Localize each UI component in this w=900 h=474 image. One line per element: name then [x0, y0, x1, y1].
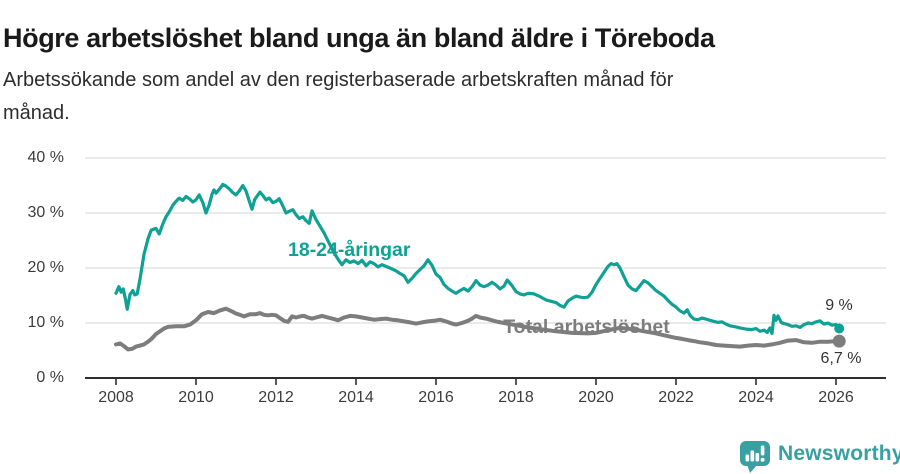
y-tick-label: 0 %	[36, 369, 64, 386]
end-value-label-young: 9 %	[825, 297, 853, 314]
x-tick-label: 2020	[578, 389, 614, 406]
chart-subtitle: Arbetssökande som andel av den registerb…	[3, 64, 863, 130]
chart-subtitle-line1: Arbetssökande som andel av den registerb…	[3, 69, 674, 91]
x-tick-label: 2008	[98, 389, 134, 406]
newsworthy-brand-link[interactable]: Newsworthy	[739, 438, 900, 473]
x-tick-label: 2012	[258, 389, 294, 406]
x-tick-label: 2018	[498, 389, 534, 406]
x-tick-label: 2014	[338, 389, 374, 406]
end-dot-young	[834, 323, 845, 334]
y-tick-label: 30 %	[27, 204, 64, 221]
series-line-total	[114, 306, 842, 352]
newsworthy-brand-name: Newsworthy	[778, 442, 900, 465]
x-tick-label: 2010	[178, 389, 214, 406]
y-tick-label: 40 %	[27, 149, 64, 166]
y-tick-label: 20 %	[27, 259, 64, 276]
series-label-young: 18-24-åringar	[288, 238, 411, 261]
page-title: Högre arbetslöshet bland unga än bland ä…	[3, 23, 715, 54]
x-tick-label: 2026	[818, 389, 854, 406]
y-tick-label: 10 %	[27, 314, 64, 331]
end-dot-total	[832, 334, 846, 348]
series-label-total: Total arbetslöshet	[503, 316, 670, 338]
end-value-label-total: 6,7 %	[820, 350, 862, 367]
x-tick-label: 2022	[658, 389, 694, 406]
chart-subtitle-line2: månad.	[3, 102, 70, 124]
x-tick-label: 2024	[738, 389, 774, 406]
newsworthy-logo-icon	[740, 441, 770, 473]
series-line-young	[114, 182, 841, 335]
x-tick-label: 2016	[418, 389, 454, 406]
